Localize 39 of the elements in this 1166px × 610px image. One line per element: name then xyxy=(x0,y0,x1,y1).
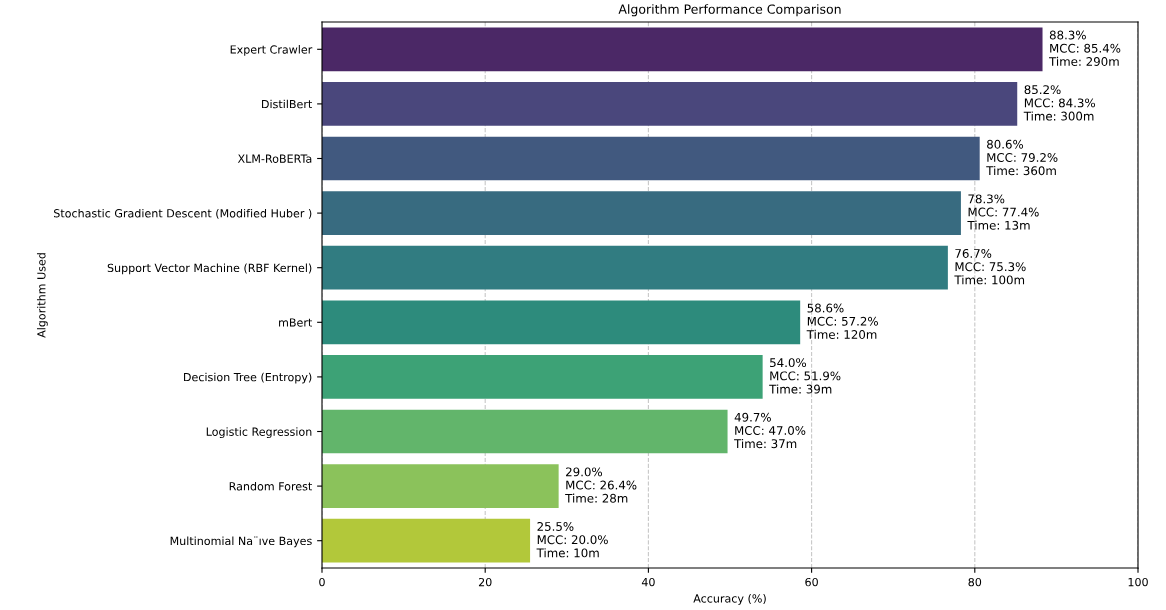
y-tick-label: Logistic Regression xyxy=(206,427,312,439)
y-tick-label: Random Forest xyxy=(229,481,313,491)
data-label: 54.0% MCC: 51.9% Time: 39m xyxy=(769,358,841,394)
bar xyxy=(322,355,763,399)
bar xyxy=(322,409,728,454)
x-tick-label: 0 xyxy=(319,577,325,587)
bar xyxy=(322,300,801,345)
data-label: 58.6% MCC: 57.2% Time: 120m xyxy=(806,303,878,339)
y-tick-label: XLM-RoBERTa xyxy=(237,154,312,163)
data-label: 85.2% MCC: 84.3% Time: 300m xyxy=(1023,85,1096,121)
bar xyxy=(322,518,531,563)
y-tick-label: Support Vector Machine (RBF Kernel) xyxy=(107,263,312,275)
chart-title: Algorithm Performance Comparison xyxy=(618,4,841,17)
bar xyxy=(322,136,980,181)
y-tick-label: Expert Crawler xyxy=(230,45,313,56)
bar xyxy=(322,191,961,235)
data-label: 49.7% MCC: 47.0% Time: 37m xyxy=(734,412,806,449)
y-tick-label: mBert xyxy=(279,318,313,327)
data-label: 78.3% MCC: 77.4% Time: 13m xyxy=(967,194,1039,230)
bar xyxy=(322,27,1043,72)
x-axis-title: Accuracy (%) xyxy=(693,594,766,605)
y-tick-label: Multinomial Na¨ıve Bayes xyxy=(170,536,312,548)
y-tick-label: Decision Tree (Entropy) xyxy=(184,372,312,384)
data-label: 29.0% MCC: 26.4% Time: 28m xyxy=(565,467,637,503)
bar xyxy=(322,245,948,290)
data-label: 88.3% MCC: 85.4% Time: 290m xyxy=(1049,30,1121,66)
x-tick-label: 40 xyxy=(641,577,655,587)
data-label: 25.5% MCC: 20.0% Time: 10m xyxy=(536,521,608,558)
x-tick-label: 20 xyxy=(478,577,492,587)
x-tick-label: 60 xyxy=(805,577,818,587)
data-label: 76.7% MCC: 75.3% Time: 100m xyxy=(954,248,1026,285)
x-tick-label: 80 xyxy=(968,577,982,587)
x-tick-label: 100 xyxy=(1128,577,1148,587)
data-label: 80.6% MCC: 79.2% Time: 360m xyxy=(986,139,1058,176)
y-tick-label: Stochastic Gradient Descent (Modified Huber ) xyxy=(54,208,312,219)
y-tick-label: DistilBert xyxy=(262,99,313,109)
bar xyxy=(322,464,559,508)
bar xyxy=(322,82,1018,126)
y-axis-title: Algorithm Used xyxy=(36,253,48,338)
